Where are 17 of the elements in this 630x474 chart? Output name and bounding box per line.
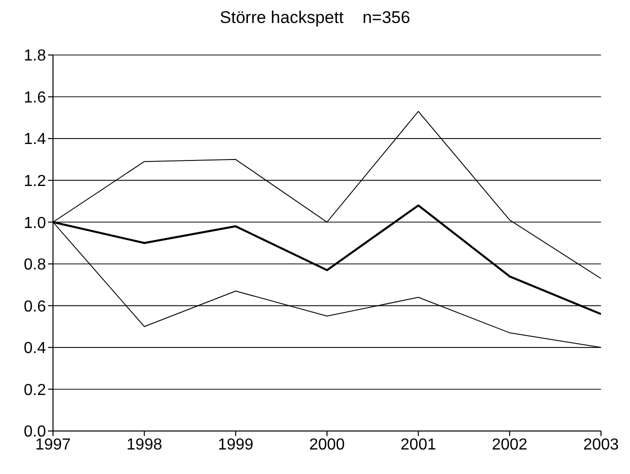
x-tick-label: 2003 [583, 436, 619, 454]
x-tick-label: 2001 [400, 436, 436, 454]
y-tick-label: 0.8 [24, 256, 46, 274]
y-tick-label: 0.6 [24, 298, 46, 316]
y-tick-label: 0.2 [24, 382, 46, 399]
x-tick-label: 1998 [126, 436, 162, 454]
y-tick-label: 1.8 [24, 48, 46, 65]
y-tick-label: 1.0 [24, 214, 46, 232]
chart-title: Större hackspett n=356 [218, 8, 412, 28]
y-tick-label: 1.2 [24, 173, 46, 190]
y-tick-label: 1.4 [24, 131, 46, 148]
x-tick-label: 2000 [309, 436, 345, 454]
y-tick-label: 1.6 [24, 89, 46, 106]
x-tick-label: 1999 [218, 436, 254, 454]
y-tick-label: 0.4 [24, 340, 46, 358]
x-tick-label: 1997 [35, 436, 71, 454]
x-tick-label: 2002 [492, 436, 528, 454]
